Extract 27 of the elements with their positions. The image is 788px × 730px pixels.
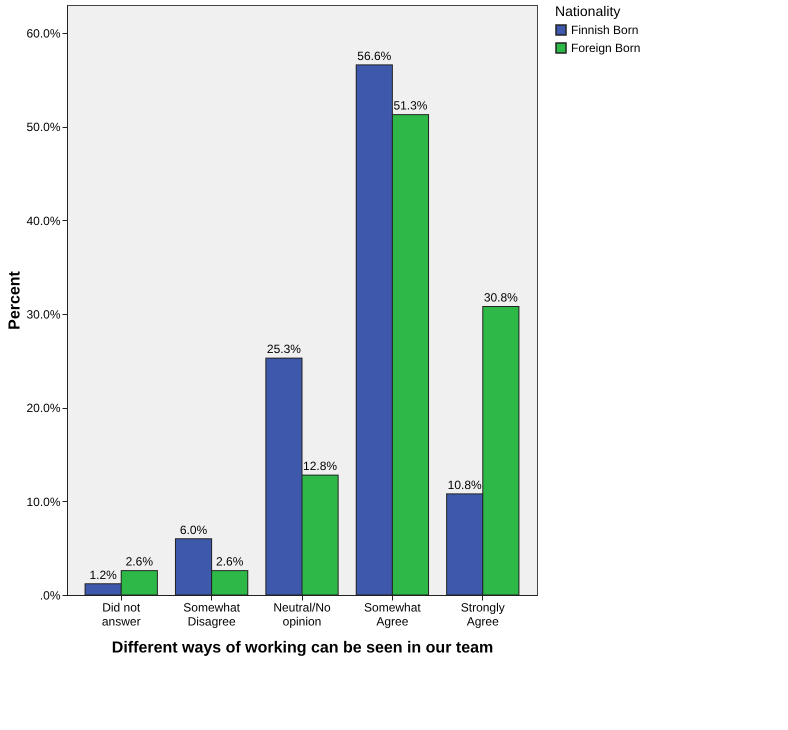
x-tick-label: Neutral/No opinion <box>273 600 332 628</box>
x-tick-label: Strongly Agree <box>460 600 505 628</box>
x-tick-label: Did not answer <box>102 600 141 628</box>
data-label: 56.6% <box>357 48 392 63</box>
data-label: 25.3% <box>266 342 302 356</box>
y-tick-label: 40.0% <box>26 214 61 228</box>
y-tick-label: 30.0% <box>26 308 61 322</box>
legend-label: Foreign Born <box>571 41 640 55</box>
y-tick-label: .0% <box>40 588 61 602</box>
data-label: 2.6% <box>216 554 244 569</box>
data-label: 6.0% <box>180 522 208 537</box>
data-label: 51.3% <box>393 98 428 113</box>
legend-label: Finnish Born <box>571 23 638 37</box>
x-tick-label: Somewhat Disagree <box>183 600 241 628</box>
data-label: 1.2% <box>89 568 118 582</box>
y-tick-label: 10.0% <box>26 494 61 509</box>
data-label: 30.8% <box>484 290 518 305</box>
data-label: 2.6% <box>126 554 154 569</box>
x-axis-title: Different ways of working can be seen in our team <box>112 640 494 656</box>
y-tick-label: 50.0% <box>26 120 61 134</box>
data-label: 12.8% <box>303 459 338 474</box>
legend-title: Nationality <box>555 3 620 19</box>
x-tick-label: Somewhat Agree <box>364 600 422 628</box>
y-axis-title: Percent <box>6 270 24 330</box>
y-tick-label: 60.0% <box>26 26 61 41</box>
data-label: 10.8% <box>448 478 482 492</box>
y-tick-label: 20.0% <box>26 401 61 416</box>
